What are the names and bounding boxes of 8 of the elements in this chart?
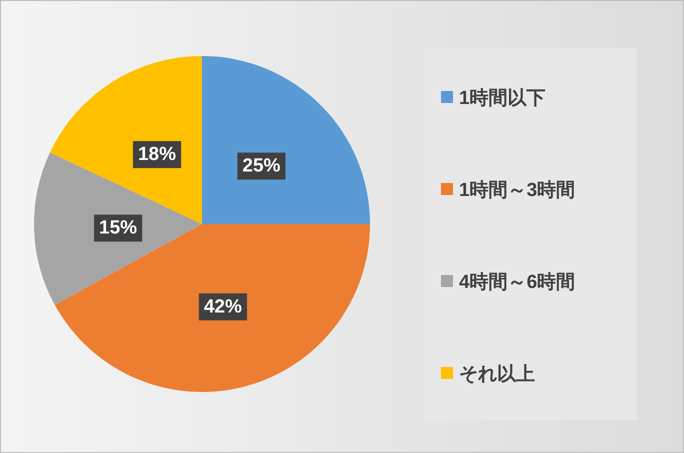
legend-label: 4時間～6時間 <box>459 271 576 293</box>
legend-label: 1時間以下 <box>459 87 546 109</box>
legend-label: それ以上 <box>459 363 535 385</box>
data-label: 15% <box>99 218 138 239</box>
data-label: 25% <box>242 156 281 177</box>
legend-label: 1時間～3時間 <box>459 179 576 201</box>
data-label: 42% <box>204 296 242 318</box>
data-label: 18% <box>138 144 176 166</box>
